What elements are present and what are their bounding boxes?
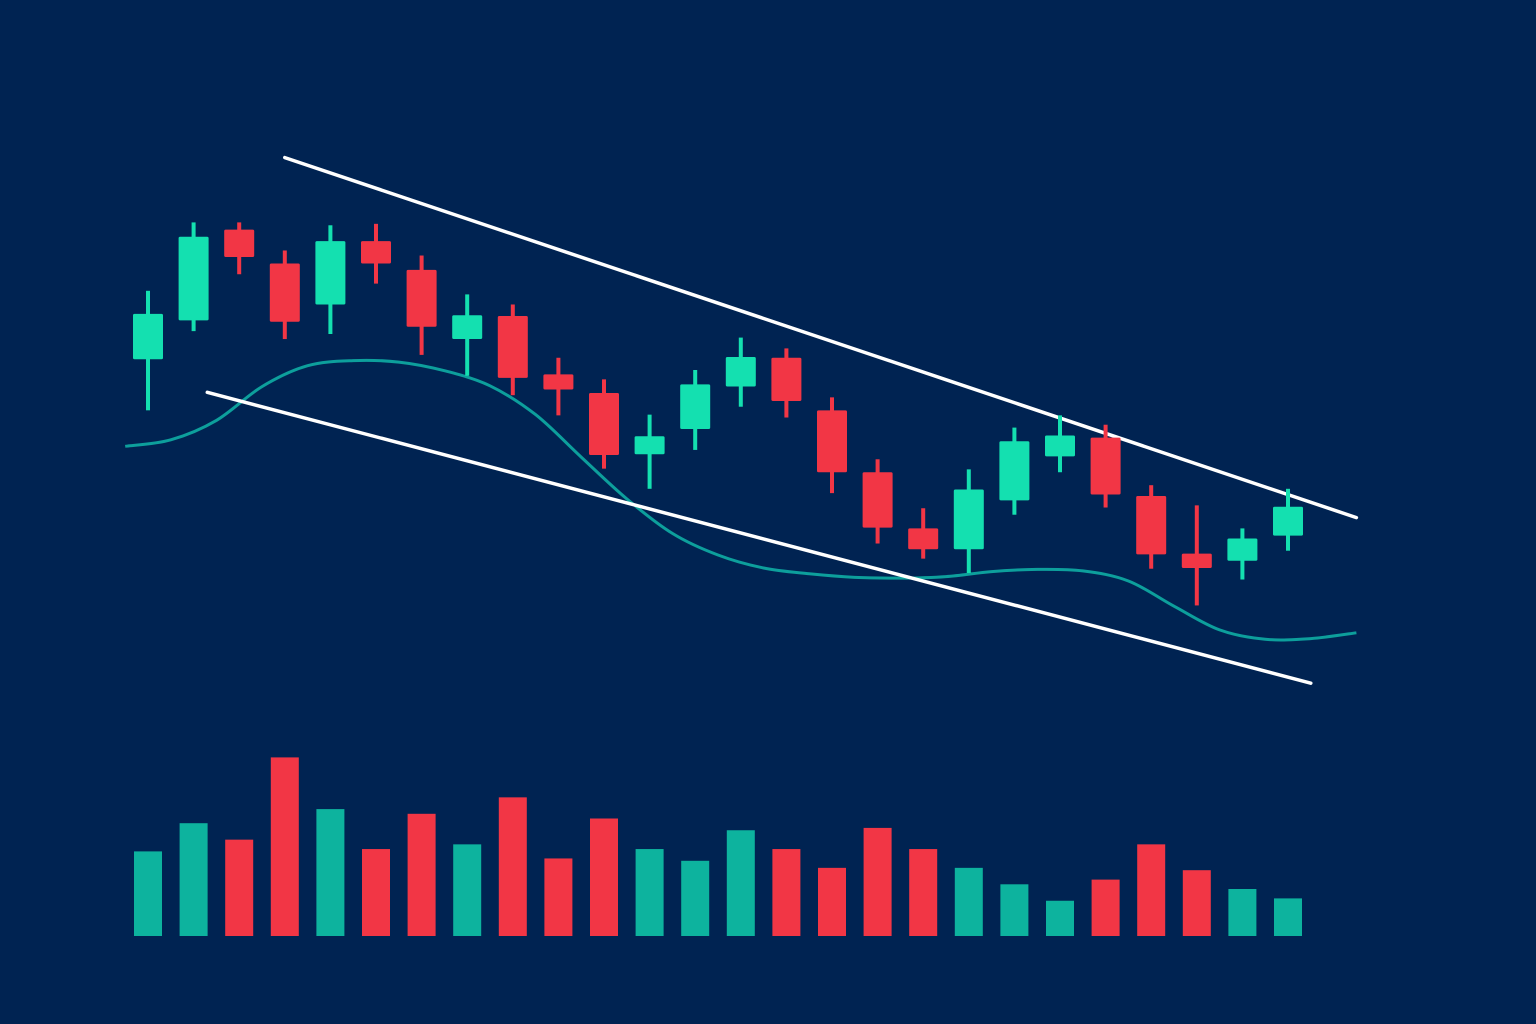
candle-body [224,229,255,257]
volume-bar [453,844,482,936]
candle-body [406,269,437,327]
candle-body [999,441,1030,501]
volume-bar [635,849,664,936]
candles [133,222,1303,606]
volume-bar [362,849,390,936]
candle-body [1045,435,1075,457]
bullish-candle [680,370,711,450]
volume-bars [134,757,1302,936]
volume-bar [726,830,755,936]
bearish-candle [543,357,574,416]
volume-bar [1046,900,1074,936]
candle-body [178,236,209,321]
volume-bar [772,849,801,936]
candle-body [361,241,391,264]
candle-body [634,436,665,455]
volume-bar [1137,844,1166,936]
bullish-candle [178,222,209,332]
candle-body [771,357,802,401]
volume-bar [1228,889,1257,936]
bullish-candle [133,290,163,411]
moving-average-layer [124,358,1357,642]
candle-body [680,384,711,430]
volume-bar [498,797,527,936]
candle-body [589,393,619,455]
bearish-candle [1181,505,1212,606]
volume-bar [316,809,345,936]
volume-bar [1274,898,1302,936]
candle-body [133,313,163,360]
candle-body [1227,538,1258,561]
bullish-candle [1045,415,1075,473]
bearish-candle [908,508,939,559]
volume-bar [179,823,208,936]
candle-body [452,315,483,340]
lower-channel-line [205,390,1313,685]
candle-body [1273,506,1303,536]
bullish-candle [315,225,346,334]
volume-bar [407,813,436,936]
candle-body [953,489,984,550]
bullish-candle [634,414,665,489]
volume-bar [681,860,710,936]
candle-body [497,316,528,378]
candle-body [908,528,939,550]
candle-body [1090,437,1121,495]
volume-bar [863,827,892,936]
bearish-candle [406,255,437,355]
moving-average-line [124,358,1357,642]
volume-bar [544,858,573,936]
volume-bar [590,818,618,936]
volume-bar [1091,879,1120,936]
bullish-candle [999,427,1030,515]
upper-channel-line [283,155,1359,520]
candle-body [543,374,574,390]
bearish-candle [269,250,300,340]
bullish-candle [452,294,483,376]
bullish-candle [1273,488,1303,551]
candle-body [315,241,346,305]
volume-bar [818,867,846,936]
volume-bar [225,839,254,936]
bearish-candle [589,379,619,469]
bearish-candle [361,223,391,284]
volume-bar [954,867,983,936]
candle-body [1181,553,1212,568]
bullish-candle [953,469,984,574]
bearish-candle [862,459,893,544]
volume-bar [1182,870,1211,936]
volume-bar [909,849,938,936]
candle-body [725,357,756,387]
candle-body [817,410,847,473]
candle-body [862,472,893,528]
bearish-candle [497,304,528,396]
volume-bar [1000,884,1029,936]
candle-body [1136,496,1167,555]
bearish-candle [224,222,255,275]
volume-bar [134,851,162,936]
candle-body [269,263,300,322]
channel-lines [205,155,1359,685]
volume-bar [270,757,299,936]
bullish-candle [725,337,756,407]
bearish-candle [1136,485,1167,569]
bearish-candle [817,397,847,494]
bearish-candle [1090,424,1121,508]
bearish-candle [771,348,802,418]
bullish-candle [1227,528,1258,580]
